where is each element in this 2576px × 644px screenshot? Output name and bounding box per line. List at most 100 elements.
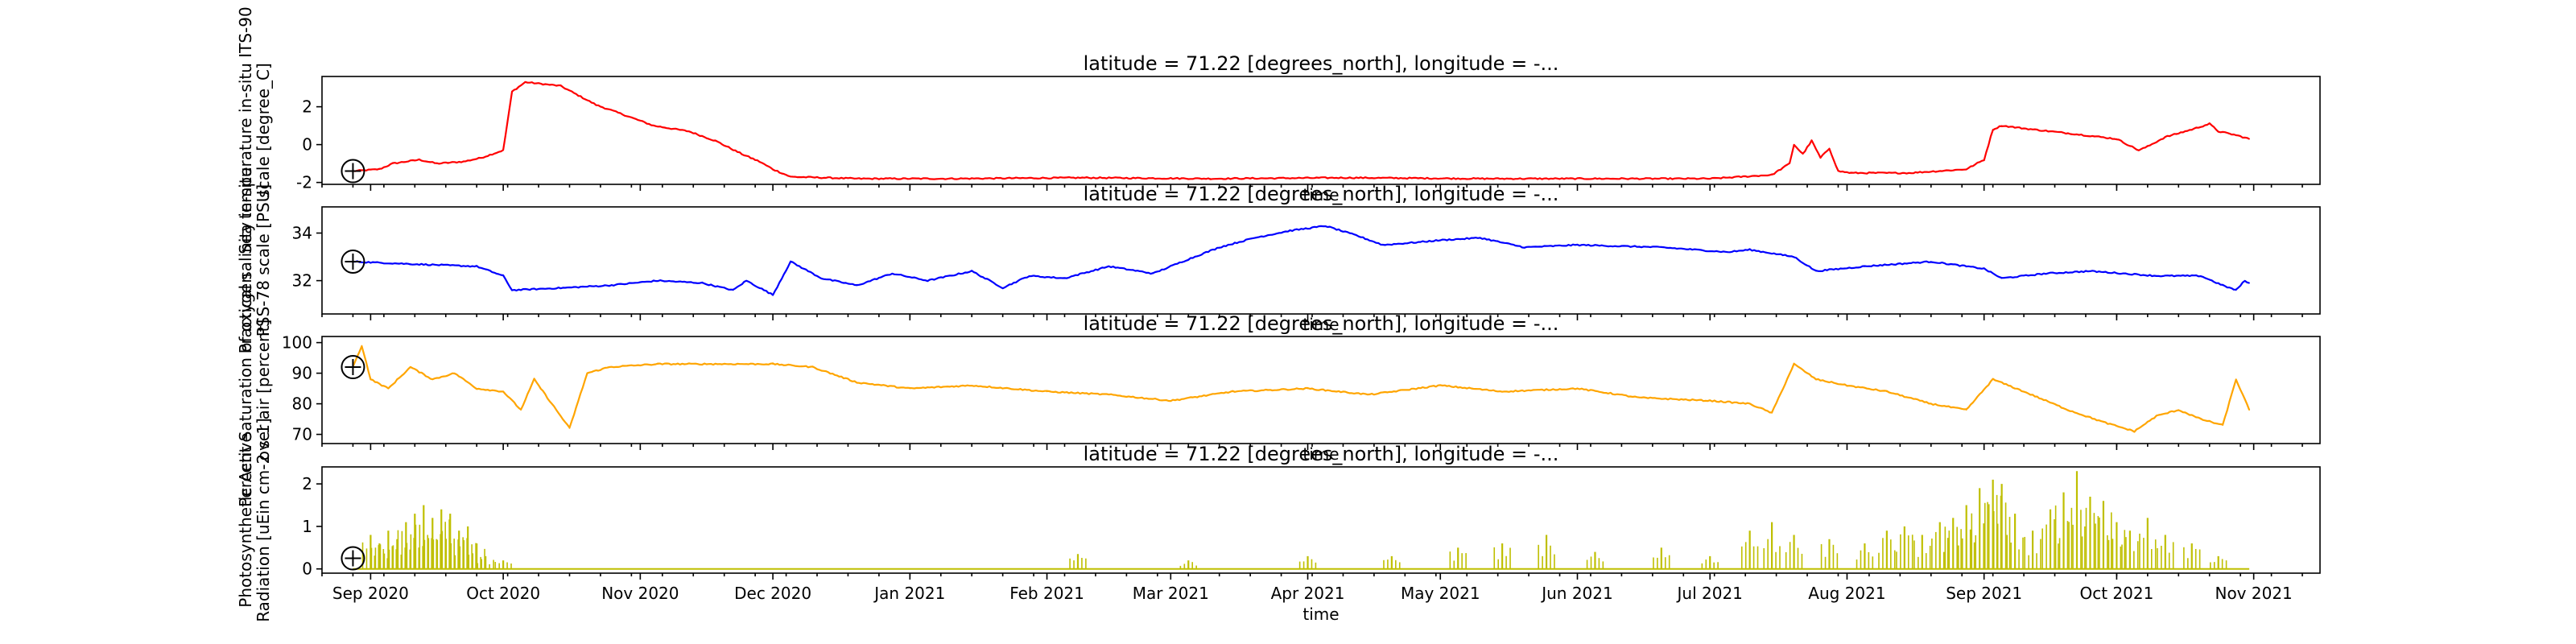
data-point bbox=[410, 366, 411, 368]
data-point bbox=[1523, 246, 1525, 249]
chart-title: latitude = 71.22 [degrees_north], longit… bbox=[1084, 183, 1559, 205]
data-point bbox=[378, 168, 381, 170]
data-point bbox=[577, 94, 580, 97]
data-point bbox=[410, 263, 411, 265]
x-tick-label: Oct 2020 bbox=[466, 584, 540, 603]
y-tick-label: 0 bbox=[302, 559, 312, 579]
x-tick-label: Sep 2020 bbox=[332, 584, 409, 603]
data-point bbox=[1046, 390, 1048, 393]
data-point bbox=[511, 289, 513, 291]
x-tick-label: Nov 2020 bbox=[601, 584, 679, 603]
data-point bbox=[1965, 168, 1967, 170]
data-point bbox=[1815, 378, 1817, 381]
chart-panel-2: latitude = 71.22 [degrees_north], longit… bbox=[236, 167, 2321, 353]
series-line bbox=[353, 80, 2250, 180]
data-point bbox=[2133, 431, 2136, 432]
data-point bbox=[723, 363, 725, 365]
data-point bbox=[657, 363, 659, 365]
data-point bbox=[1793, 256, 1795, 258]
data-point bbox=[1439, 239, 1442, 242]
y-tick-label: 1 bbox=[302, 517, 312, 536]
data-point bbox=[2116, 138, 2118, 140]
data-point bbox=[2248, 282, 2250, 284]
data-point bbox=[2178, 409, 2180, 411]
data-point bbox=[1661, 246, 1662, 249]
data-point bbox=[1727, 251, 1728, 253]
y-axis-label: Radiation [uEin cm-2 s-1] bbox=[254, 418, 273, 622]
data-point bbox=[1001, 287, 1004, 289]
x-axis-label: time bbox=[1302, 315, 1339, 334]
data-point bbox=[2000, 277, 2003, 279]
data-point bbox=[1983, 268, 1985, 270]
axes-frame bbox=[321, 76, 2321, 185]
data-point bbox=[2244, 279, 2246, 282]
y-tick-label: 100 bbox=[282, 333, 312, 353]
axes-frame bbox=[321, 336, 2321, 444]
data-point bbox=[502, 390, 504, 393]
data-point bbox=[361, 345, 363, 347]
data-point bbox=[2222, 284, 2223, 287]
data-point bbox=[502, 275, 504, 277]
data-point bbox=[2199, 418, 2202, 420]
data-point bbox=[772, 363, 774, 365]
data-point bbox=[1851, 172, 1852, 174]
data-point bbox=[1908, 172, 1910, 174]
data-point bbox=[1846, 385, 1848, 386]
chart-panel-1: latitude = 71.22 [degrees_north], longit… bbox=[236, 6, 2321, 254]
y-tick-label: 0 bbox=[302, 135, 312, 155]
data-point bbox=[1930, 261, 1932, 262]
data-point bbox=[392, 163, 394, 164]
chart-panel-3: latitude = 71.22 [degrees_north], longit… bbox=[236, 273, 2321, 507]
data-point bbox=[1232, 390, 1233, 393]
data-point bbox=[2222, 424, 2223, 426]
data-point bbox=[1152, 272, 1154, 275]
series-line bbox=[352, 345, 2251, 433]
data-point bbox=[609, 284, 610, 287]
data-point bbox=[1108, 266, 1110, 267]
data-point bbox=[542, 83, 544, 85]
data-point bbox=[758, 160, 761, 163]
data-point bbox=[1382, 244, 1384, 246]
data-point bbox=[1864, 266, 1866, 267]
data-point bbox=[1930, 402, 1932, 405]
data-point bbox=[1356, 234, 1357, 237]
x-tick-label: Jan 2021 bbox=[873, 584, 945, 603]
data-point bbox=[820, 277, 823, 279]
data-point bbox=[1253, 237, 1256, 239]
data-point bbox=[1965, 409, 1967, 411]
data-point bbox=[1479, 178, 1481, 180]
data-point bbox=[436, 163, 438, 164]
y-tick-label: 90 bbox=[292, 364, 312, 383]
data-point bbox=[1289, 229, 1291, 232]
data-point bbox=[1886, 390, 1888, 393]
data-point bbox=[2199, 275, 2202, 277]
data-point bbox=[502, 149, 504, 151]
data-point bbox=[1748, 249, 1751, 251]
x-tick-label: Jul 2021 bbox=[1676, 584, 1743, 603]
data-point bbox=[2217, 130, 2219, 132]
data-point bbox=[745, 279, 747, 282]
data-point bbox=[369, 378, 372, 381]
data-point bbox=[772, 168, 774, 170]
data-point bbox=[1802, 153, 1804, 155]
data-point bbox=[586, 372, 588, 374]
y-axis-label: PSS-78 scale [PSU] bbox=[254, 184, 273, 336]
y-tick-label: 70 bbox=[292, 425, 312, 444]
data-point bbox=[1108, 394, 1110, 396]
data-point bbox=[387, 387, 390, 390]
data-point bbox=[741, 153, 743, 155]
data-point bbox=[1209, 178, 1212, 180]
data-point bbox=[1828, 147, 1831, 150]
data-point bbox=[1347, 176, 1348, 179]
data-point bbox=[1368, 394, 1371, 396]
x-axis-label: time bbox=[1302, 444, 1339, 464]
x-axis-label: time bbox=[1302, 605, 1339, 624]
data-point bbox=[772, 294, 774, 296]
x-tick-label: Oct 2021 bbox=[2079, 584, 2153, 603]
data-point bbox=[476, 266, 477, 267]
data-point bbox=[1837, 170, 1839, 172]
data-point bbox=[1819, 157, 1822, 159]
data-point bbox=[564, 287, 566, 289]
y-axis-label: Sea temperature in-situ ITS-90 bbox=[236, 6, 255, 254]
